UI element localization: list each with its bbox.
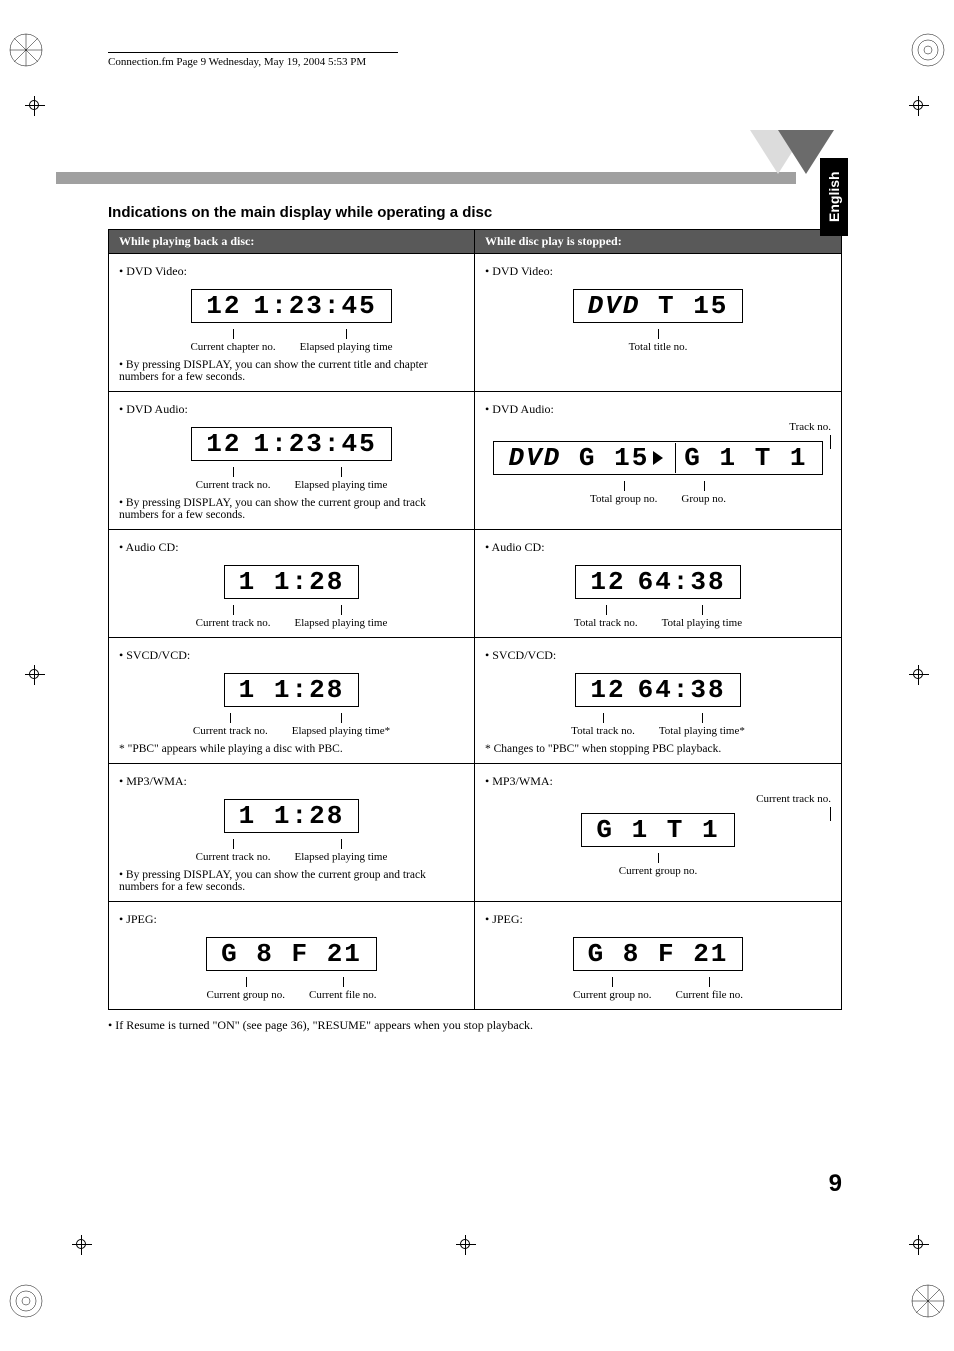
annotation: Current track no. (193, 725, 268, 737)
corner-top-left (8, 32, 44, 68)
cell-title: DVD Video: (119, 264, 464, 279)
cell-title: JPEG: (119, 912, 464, 927)
cell-left: DVD Video: 121:23:45 Current chapter no. El… (109, 254, 475, 391)
table-row: Audio CD: 1 1:28 Current track no. Elapsed … (109, 529, 841, 637)
corner-bottom-left (8, 1283, 44, 1319)
lcd-display: 1 1:28 (224, 673, 360, 707)
lcd-display: 1 1:28 (224, 565, 360, 599)
cell-right: DVD Audio: Track no. DVD G 15G 1 T 1 Total … (475, 392, 841, 529)
top-decoration (56, 130, 898, 186)
cell-right: DVD Video: DVD T 15 Total title no. (475, 254, 841, 391)
cell-note: By pressing DISPLAY, you can show the cu… (119, 359, 464, 383)
cell-title: JPEG: (485, 912, 831, 927)
cell-title: DVD Audio: (485, 402, 831, 417)
annotation: Group no. (681, 493, 726, 505)
annotation: Elapsed playing time* (292, 725, 390, 737)
annotation: Elapsed playing time (294, 851, 387, 863)
top-annotation: Current track no. (485, 793, 831, 805)
cell-note: Changes to "PBC" when stopping PBC playb… (485, 743, 831, 755)
annotation: Elapsed playing time (300, 341, 393, 353)
top-annotation: Track no. (485, 421, 831, 433)
lcd-display: G 1 T 1 (581, 813, 734, 847)
page-number: 9 (829, 1170, 842, 1198)
cell-title: SVCD/VCD: (485, 648, 831, 663)
cell-right: SVCD/VCD: 1264:38 Total track no. Total pla… (475, 638, 841, 763)
header-rule (108, 52, 398, 53)
annotation: Total playing time* (659, 725, 745, 737)
annotation: Total title no. (629, 341, 688, 353)
crosshair-icon (909, 96, 929, 116)
crosshair-icon (909, 1235, 929, 1255)
table-row: DVD Audio: 121:23:45 Current track no. Elap… (109, 391, 841, 529)
cell-right: Audio CD: 1264:38 Total track no. Total pla… (475, 530, 841, 637)
annotation: Elapsed playing time (294, 479, 387, 491)
annotation: Current group no. (619, 865, 698, 877)
corner-bottom-right (910, 1283, 946, 1319)
crosshair-icon (25, 665, 45, 685)
cell-title: MP3/WMA: (485, 774, 831, 789)
annotation: Total group no. (590, 493, 657, 505)
display-table: While playing back a disc: While disc pl… (108, 229, 842, 1010)
annotation: Current track no. (196, 851, 271, 863)
cell-note: By pressing DISPLAY, you can show the cu… (119, 869, 464, 893)
cell-note: "PBC" appears while playing a disc with … (119, 743, 464, 755)
annotation: Current file no. (676, 989, 744, 1001)
lcd-display: 1 1:28 (224, 799, 360, 833)
header-text: Connection.fm Page 9 Wednesday, May 19, … (108, 56, 366, 68)
lcd-display: 1264:38 (575, 673, 740, 707)
annotation: Current track no. (196, 617, 271, 629)
table-row: MP3/WMA: 1 1:28 Current track no. Elapsed p… (109, 763, 841, 901)
annotation: Total track no. (574, 617, 638, 629)
cell-left: MP3/WMA: 1 1:28 Current track no. Elapsed p… (109, 764, 475, 901)
col-header-stopped: While disc play is stopped: (475, 230, 841, 253)
cell-title: DVD Audio: (119, 402, 464, 417)
annotation: Total track no. (571, 725, 635, 737)
lcd-display: 121:23:45 (191, 427, 391, 461)
cell-title: Audio CD: (485, 540, 831, 555)
crosshair-icon (456, 1235, 476, 1255)
lcd-display: 1264:38 (575, 565, 740, 599)
lcd-display: DVD T 15 (573, 289, 744, 323)
col-header-playing: While playing back a disc: (109, 230, 475, 253)
annotation: Current group no. (573, 989, 652, 1001)
crosshair-icon (909, 665, 929, 685)
cell-left: JPEG: G 8 F 21 Current group no. Current fi… (109, 902, 475, 1009)
cell-title: DVD Video: (485, 264, 831, 279)
crosshair-icon (25, 96, 45, 116)
section-title: Indications on the main display while op… (108, 204, 898, 221)
footer-note: If Resume is turned "ON" (see page 36), … (108, 1018, 898, 1033)
table-row: DVD Video: 121:23:45 Current chapter no. El… (109, 253, 841, 391)
annotation: Current file no. (309, 989, 377, 1001)
table-row: JPEG: G 8 F 21 Current group no. Current fi… (109, 901, 841, 1009)
annotation: Total playing time (662, 617, 743, 629)
cell-right: JPEG: G 8 F 21 Current group no. Current fi… (475, 902, 841, 1009)
lcd-display: 121:23:45 (191, 289, 391, 323)
language-tab: English (820, 158, 848, 236)
cell-title: MP3/WMA: (119, 774, 464, 789)
cell-left: Audio CD: 1 1:28 Current track no. Elapsed … (109, 530, 475, 637)
cell-title: Audio CD: (119, 540, 464, 555)
cell-right: MP3/WMA: Current track no. G 1 T 1 Current … (475, 764, 841, 901)
annotation: Current chapter no. (190, 341, 275, 353)
lcd-display: G 8 F 21 (206, 937, 377, 971)
cell-title: SVCD/VCD: (119, 648, 464, 663)
annotation: Current track no. (196, 479, 271, 491)
table-row: SVCD/VCD: 1 1:28 Current track no. Elapsed … (109, 637, 841, 763)
crosshair-icon (72, 1235, 92, 1255)
lcd-display: DVD G 15G 1 T 1 (493, 441, 822, 475)
lcd-display: G 8 F 21 (573, 937, 744, 971)
annotation: Current group no. (206, 989, 285, 1001)
cell-left: DVD Audio: 121:23:45 Current track no. Elap… (109, 392, 475, 529)
annotation: Elapsed playing time (294, 617, 387, 629)
play-icon (653, 451, 663, 465)
cell-note: By pressing DISPLAY, you can show the cu… (119, 497, 464, 521)
cell-left: SVCD/VCD: 1 1:28 Current track no. Elapsed … (109, 638, 475, 763)
corner-top-right (910, 32, 946, 68)
